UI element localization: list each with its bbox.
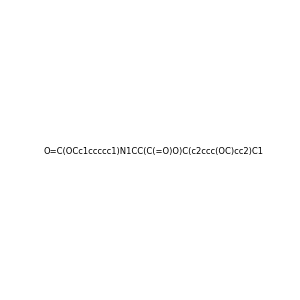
Text: O=C(OCc1ccccc1)N1CC(C(=O)O)C(c2ccc(OC)cc2)C1: O=C(OCc1ccccc1)N1CC(C(=O)O)C(c2ccc(OC)cc… bbox=[44, 147, 264, 156]
